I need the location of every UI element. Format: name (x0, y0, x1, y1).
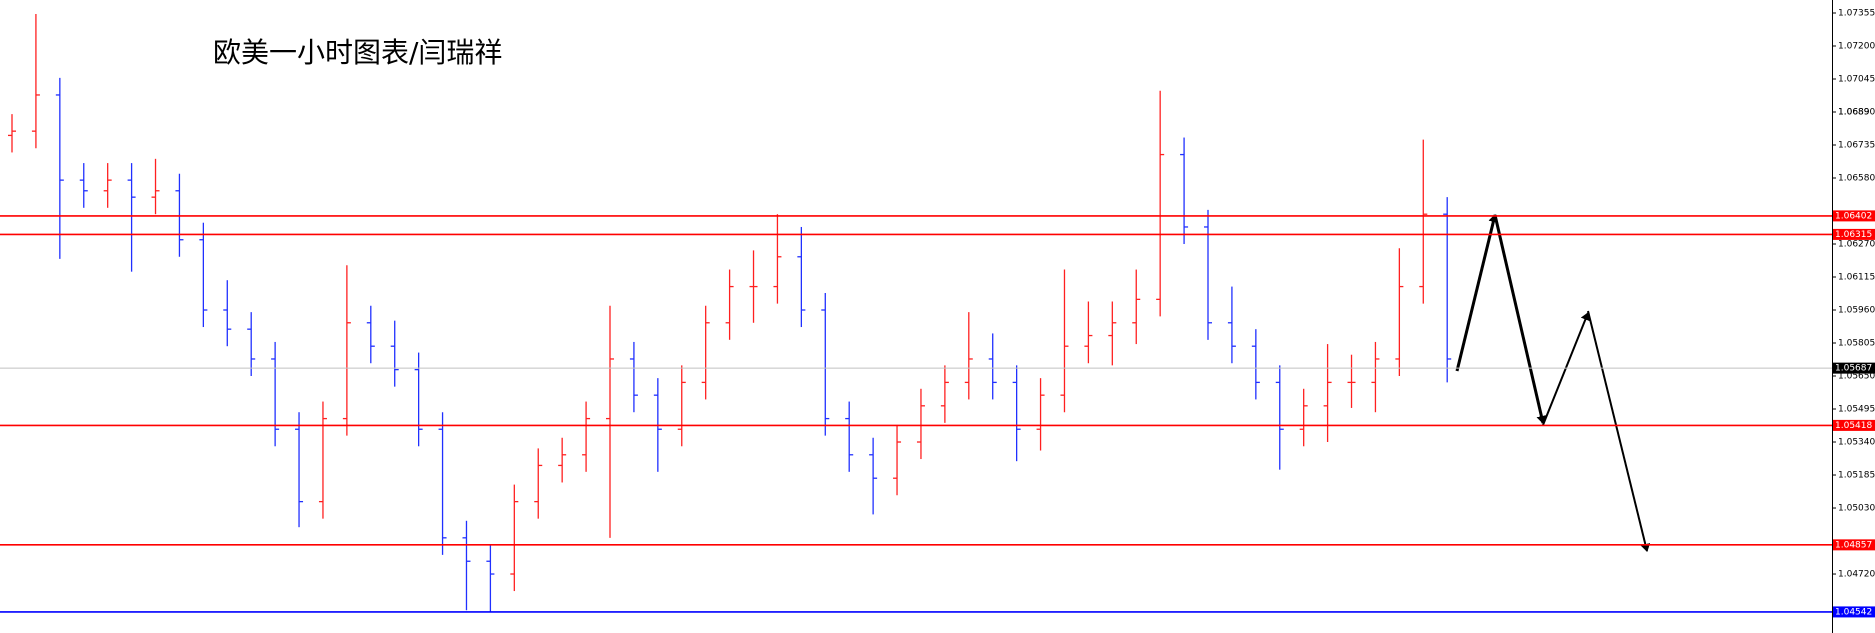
y-tick-label: 1.06270 (1838, 240, 1875, 250)
arrow (1455, 214, 1499, 372)
y-tick-label: 1.05030 (1838, 504, 1875, 514)
level-label-bg (1833, 606, 1875, 618)
level-label: 1.06315 (1835, 230, 1872, 240)
y-tick-label: 1.07200 (1838, 41, 1875, 51)
y-tick-label: 1.05650 (1838, 372, 1875, 382)
level-label-bg (1833, 539, 1875, 551)
y-tick-label: 1.05805 (1838, 339, 1875, 349)
level-label: 1.05687 (1835, 364, 1872, 374)
y-tick-label: 1.05495 (1838, 405, 1875, 415)
level-label-bg (1833, 419, 1875, 431)
y-tick-label: 1.06735 (1838, 140, 1875, 150)
y-tick-label: 1.0689 (1838, 107, 1870, 117)
level-label-bg (1833, 362, 1875, 374)
level-label: 1.04857 (1835, 540, 1872, 550)
y-tick-label: 1.06580 (1838, 173, 1875, 183)
level-label: 1.06402 (1835, 211, 1872, 221)
y-tick-label: 1.05960 (1838, 306, 1875, 316)
arrow (1587, 310, 1651, 552)
plot (8, 14, 1452, 613)
forecast-arrows (1455, 214, 1651, 552)
level-label: 1.04542 (1835, 607, 1872, 617)
y-tick-label: 1.05340 (1838, 438, 1875, 448)
arrow (1542, 312, 1591, 426)
arrow (1493, 214, 1547, 424)
y-tick-label: 1.06890 (1838, 107, 1875, 117)
level-label-bg (1833, 228, 1875, 240)
y-tick-label: 1.07045 (1838, 74, 1875, 84)
y-tick-label: 1.04720 (1838, 570, 1875, 580)
y-tick-label: 1.06115 (1838, 273, 1875, 283)
chart-title: 欧美一小时图表/闫瑞祥 (213, 36, 502, 69)
y-tick-label: 1.05185 (1838, 471, 1875, 481)
level-label: 1.05418 (1835, 421, 1872, 431)
level-label-bg (1833, 210, 1875, 222)
y-tick-label: 1.07355 (1838, 8, 1875, 18)
